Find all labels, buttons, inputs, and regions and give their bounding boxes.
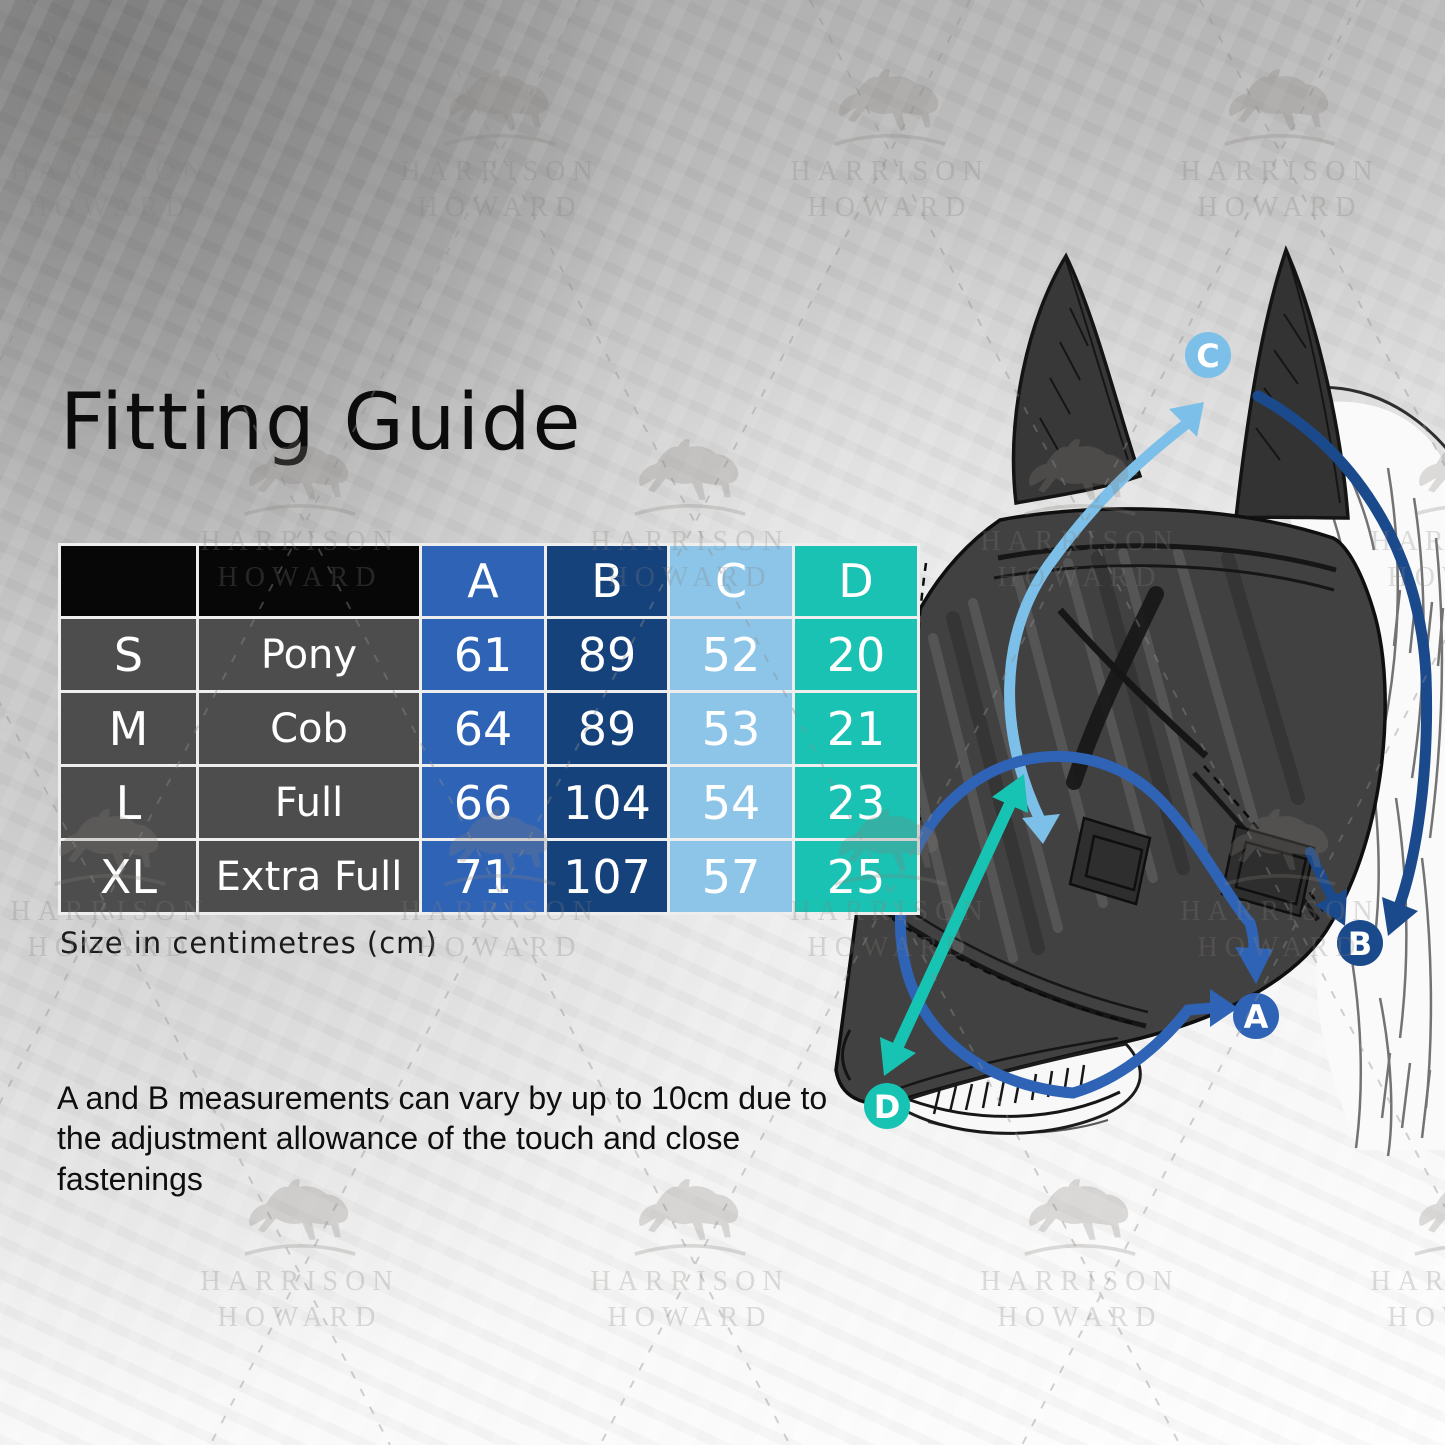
- marker-c-badge: [1185, 332, 1231, 378]
- measurement-arrow-c: [1004, 402, 1204, 844]
- measurement-note: A and B measurements can vary by up to 1…: [57, 1080, 828, 1197]
- row-name-label: Extra Full: [199, 841, 419, 912]
- table-cell: 89: [547, 693, 667, 764]
- table-cell: 57: [670, 841, 792, 912]
- table-cell: 107: [547, 841, 667, 912]
- size-unit-note: Size in centimetres (cm): [60, 926, 438, 960]
- row-size-label: M: [61, 693, 196, 764]
- row-size-label: XL: [61, 841, 196, 912]
- horse-ears: [1011, 245, 1350, 520]
- table-cell: 25: [795, 841, 917, 912]
- marker-a-badge: [1233, 993, 1279, 1039]
- col-header-d: D: [795, 546, 917, 616]
- table-cell: 53: [670, 693, 792, 764]
- marker-c-label: C: [1196, 337, 1219, 375]
- table-cell: 21: [795, 693, 917, 764]
- marker-d-badge: [864, 1083, 910, 1129]
- table-cell: 52: [670, 619, 792, 690]
- measurement-arrow-a: [895, 750, 1273, 1099]
- table-cell: 104: [547, 767, 667, 838]
- row-name-label: Full: [199, 767, 419, 838]
- table-cell: 54: [670, 767, 792, 838]
- measurement-markers: C A B D: [864, 332, 1383, 1129]
- table-cell: 64: [422, 693, 544, 764]
- table-cell: 66: [422, 767, 544, 838]
- table-corner-blank: [199, 546, 419, 616]
- col-header-a: A: [422, 546, 544, 616]
- table-cell: 61: [422, 619, 544, 690]
- table-corner-blank: [61, 546, 196, 616]
- row-name-label: Cob: [199, 693, 419, 764]
- page-title: Fitting Guide: [60, 378, 583, 468]
- mask-buckle-tabs: [1068, 816, 1316, 918]
- measurement-arrow-d: [880, 774, 1028, 1076]
- row-size-label: S: [61, 619, 196, 690]
- table-cell: 20: [795, 619, 917, 690]
- marker-b-badge: [1337, 920, 1383, 966]
- row-size-label: L: [61, 767, 196, 838]
- marker-d-label: D: [874, 1088, 901, 1126]
- table-cell: 23: [795, 767, 917, 838]
- table-cell: 89: [547, 619, 667, 690]
- measurement-arrow-b: [1252, 390, 1433, 936]
- marker-a-label: A: [1244, 998, 1269, 1036]
- col-header-c: C: [670, 546, 792, 616]
- row-name-label: Pony: [199, 619, 419, 690]
- marker-b-label: B: [1348, 925, 1372, 963]
- size-table: A B C D S Pony 61 89 52 20 M Cob 64 89 5…: [58, 543, 920, 915]
- table-cell: 71: [422, 841, 544, 912]
- col-header-b: B: [547, 546, 667, 616]
